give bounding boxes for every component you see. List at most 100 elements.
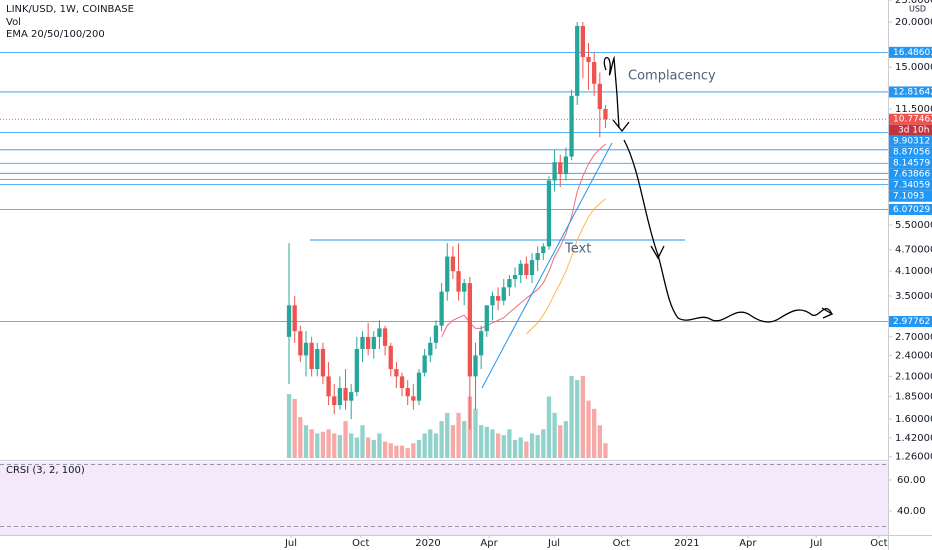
volume-bar — [433, 433, 439, 458]
x-tick-label: 2021 — [674, 538, 699, 549]
x-tick-label: Apr — [480, 538, 498, 549]
volume-bar — [518, 437, 523, 458]
candle-body — [337, 388, 343, 406]
candle-body — [552, 162, 557, 181]
volume-bar — [592, 408, 597, 458]
price-tag-label: 7.63866 — [893, 170, 930, 180]
volume-bar — [546, 396, 552, 458]
candle-body — [320, 348, 326, 377]
trend-line — [481, 142, 613, 389]
candle-body — [388, 345, 393, 370]
candle-body — [439, 291, 444, 326]
volume-bar — [575, 380, 580, 458]
volume-bar — [399, 445, 405, 458]
volume-bar — [512, 439, 518, 458]
candle-body — [495, 296, 501, 301]
price-tag — [889, 203, 932, 215]
candle-body — [433, 325, 439, 343]
candle-body — [416, 372, 422, 401]
candle-body — [546, 180, 552, 247]
candle-body — [462, 283, 467, 292]
volume-bar — [303, 425, 309, 458]
y-tick-label: 15.00000 — [895, 62, 932, 73]
candle-body — [580, 25, 586, 58]
candle-body — [326, 376, 331, 397]
y-tick-label: 1.42000 — [895, 433, 932, 444]
candle-body — [467, 283, 472, 377]
x-tick-label: Jul — [809, 538, 822, 549]
volume-bar — [524, 441, 529, 458]
candle-body — [597, 83, 602, 109]
volume-bar — [495, 433, 501, 458]
y-tick-label: 1.60000 — [895, 414, 932, 425]
volume-bar — [326, 429, 331, 458]
volume-bar — [586, 400, 591, 458]
price-tag — [889, 157, 932, 169]
price-tag-label: 8.14579 — [893, 159, 930, 169]
volume-bar — [354, 437, 359, 458]
x-tick-label: Oct — [870, 538, 887, 549]
volume-bar — [428, 429, 433, 458]
volume-bar — [535, 435, 540, 458]
candle-body — [524, 263, 529, 276]
volume-bar — [479, 425, 484, 458]
volume-bar — [580, 376, 586, 458]
y-tick-label: 20.00000 — [895, 17, 932, 28]
candle-body — [382, 328, 388, 346]
volume-bar — [484, 426, 489, 458]
candle-body — [286, 305, 292, 337]
volume-bar — [450, 425, 456, 458]
volume-bar — [309, 429, 314, 458]
y-tick-label: 4.70000 — [895, 245, 932, 256]
volume-bar — [563, 421, 569, 458]
candle-body — [512, 275, 518, 280]
candle-body — [479, 331, 484, 356]
candle-body — [473, 355, 478, 377]
volume-bar — [558, 425, 563, 458]
candle-body — [518, 263, 523, 276]
candle-body — [456, 271, 461, 292]
price-tag-label: 7.1093 — [893, 192, 925, 202]
x-tick-label: Oct — [613, 538, 630, 549]
price-tag — [889, 190, 932, 202]
candle-body — [603, 108, 608, 120]
volume-bar — [507, 429, 512, 458]
volume-bar — [552, 412, 557, 458]
indicator-title: CRSI (3, 2, 100) — [6, 465, 85, 476]
ema-title: EMA 20/50/100/200 — [6, 29, 105, 40]
countdown-tag — [889, 124, 932, 136]
candle-body — [394, 369, 399, 377]
volume-bar — [439, 421, 444, 458]
price-tag — [889, 179, 932, 191]
volume-bar — [360, 425, 365, 458]
candle-body — [529, 260, 535, 276]
volume-bar — [405, 448, 410, 458]
y-tick-label: 2.70000 — [895, 332, 932, 343]
y-tick-label: 23.00000 — [895, 0, 932, 6]
ema-line — [526, 198, 606, 335]
volume-bar — [377, 433, 382, 458]
candle-body — [315, 348, 320, 370]
x-tick-label: Jul — [284, 538, 297, 549]
volume-bar — [445, 412, 450, 458]
candle-body — [360, 336, 365, 349]
currency-label: USD — [909, 5, 926, 14]
volume-bar — [332, 433, 337, 458]
volume-bar — [315, 433, 320, 458]
candle-body — [569, 95, 574, 157]
y-tick-label: 2.10000 — [895, 371, 932, 382]
candle-body — [411, 396, 416, 401]
candle-body — [371, 336, 376, 349]
price-tag-label: 7.34059 — [893, 181, 930, 191]
candle-body — [563, 156, 569, 175]
candle-body — [507, 279, 512, 288]
volume-bar — [382, 441, 388, 458]
volume-bar — [292, 398, 297, 458]
candle-body — [399, 376, 405, 389]
candle-body — [558, 162, 563, 175]
candle-body — [428, 342, 433, 356]
indicator-pane — [0, 462, 888, 535]
volume-bar — [603, 443, 608, 458]
candle-body — [422, 355, 427, 373]
volume — [286, 376, 608, 458]
